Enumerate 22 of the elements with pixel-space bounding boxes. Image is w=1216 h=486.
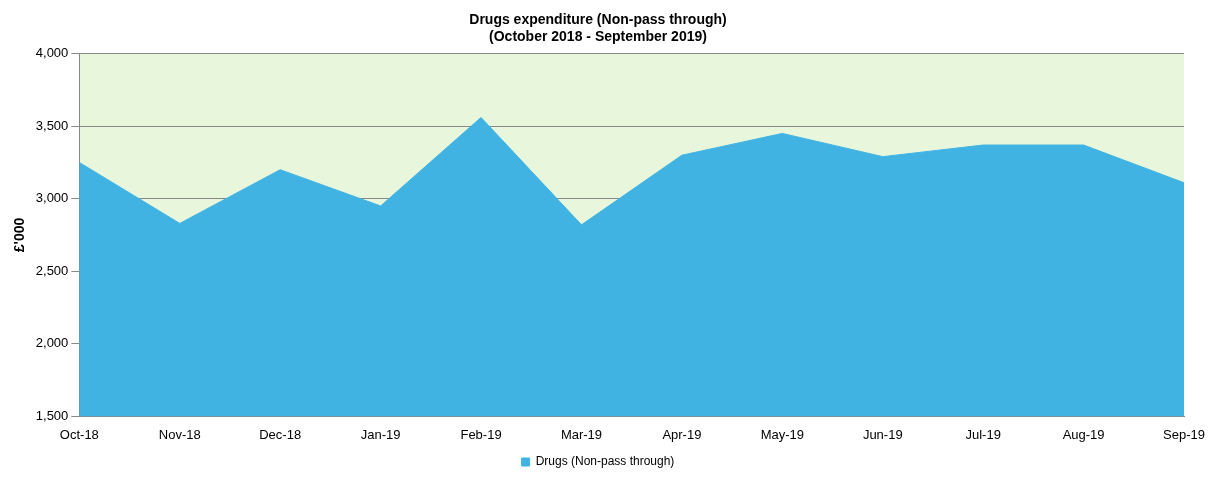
y-tick-label: 3,000 [35, 190, 69, 206]
x-tick-label: May-19 [760, 426, 805, 442]
x-tick-label: Oct-18 [59, 426, 99, 442]
y-tick-label: 4,000 [35, 45, 69, 61]
x-tick-label: Aug-19 [1062, 426, 1105, 442]
y-tick-label: 1,500 [35, 407, 69, 423]
x-tick-label: Mar-19 [560, 426, 603, 442]
x-tick-label: Apr-19 [662, 426, 702, 442]
text: (October 2018 - September 2019) [489, 28, 707, 45]
y-tick-label: 2,500 [35, 262, 69, 278]
y-tick-label: 2,000 [35, 335, 69, 351]
x-tick-label: Jun-19 [862, 426, 903, 442]
x-tick-label: Feb-19 [460, 426, 502, 442]
text: Drugs expenditure (Non-pass through) [469, 11, 727, 28]
x-tick-label: Nov-18 [158, 426, 201, 442]
y-axis-title: £'000 [11, 217, 28, 253]
x-tick-label: Jan-19 [360, 426, 401, 442]
x-tick-label: Sep-19 [1163, 426, 1205, 442]
x-tick-label: Dec-18 [259, 426, 302, 442]
y-tick-label: 3,500 [35, 117, 69, 133]
legend-label: Drugs (Non-pass through) [535, 454, 675, 469]
x-tick-label: Jul-19 [965, 426, 1001, 442]
